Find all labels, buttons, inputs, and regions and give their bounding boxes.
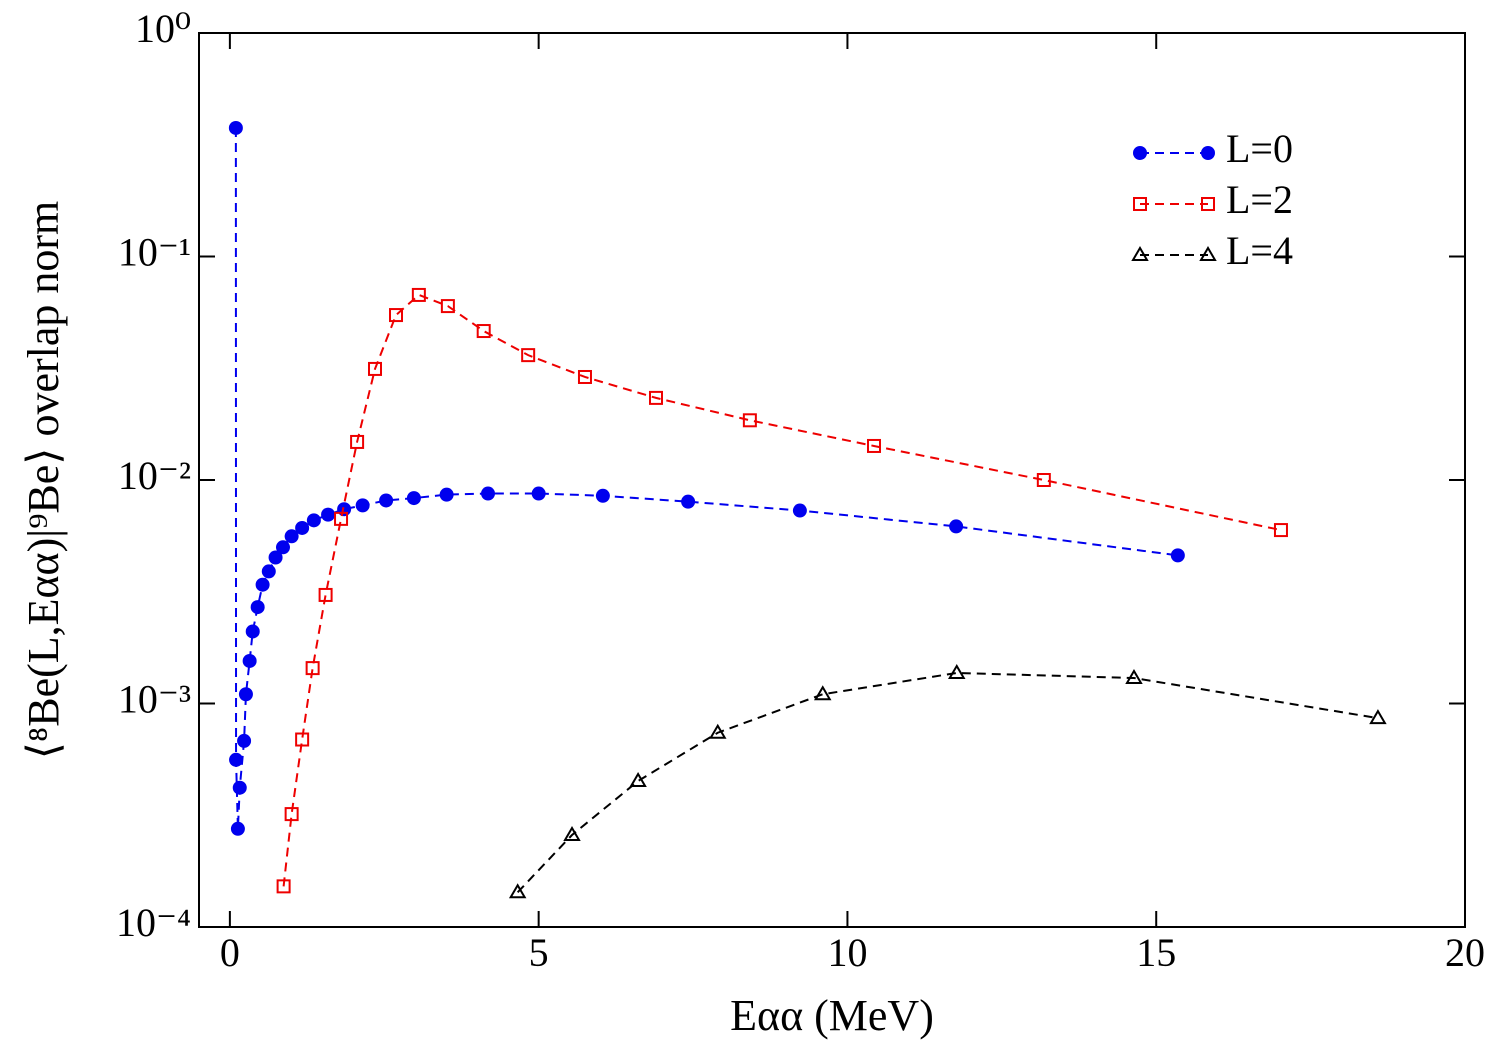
data-point [237, 733, 252, 748]
legend-marker [1131, 246, 1149, 261]
data-point [813, 685, 832, 701]
data-point [229, 752, 244, 767]
legend-marker [1133, 197, 1147, 211]
data-point [295, 520, 310, 535]
data-point [406, 491, 421, 506]
legend-marker [1133, 146, 1147, 160]
data-point [255, 577, 270, 592]
plot-frame [198, 32, 1466, 928]
data-point [439, 487, 454, 502]
data-point [318, 587, 333, 602]
data-point [250, 600, 265, 615]
data-point [268, 550, 283, 565]
data-point [321, 507, 336, 522]
data-point [350, 434, 365, 449]
data-point [261, 564, 276, 579]
x-tick-label: 0 [220, 930, 240, 975]
x-tick-label: 10 [827, 930, 867, 975]
data-point [368, 361, 383, 376]
series-line [516, 671, 1379, 893]
data-point [531, 486, 546, 501]
x-tick-label: 15 [1136, 930, 1176, 975]
data-point [295, 732, 310, 747]
y-tick-label: 10⁻³ [118, 677, 191, 722]
data-point [276, 879, 291, 894]
data-point [476, 324, 491, 339]
legend-marker [1201, 197, 1215, 211]
data-point [949, 519, 964, 534]
data-point [275, 540, 290, 555]
data-point [1036, 473, 1051, 487]
legend-label: L=4 [1226, 228, 1293, 273]
data-point [228, 120, 243, 135]
data-point [238, 687, 253, 702]
data-point [595, 488, 610, 503]
data-point [563, 826, 581, 842]
data-point [866, 438, 881, 453]
y-tick-label: 10⁻² [118, 453, 191, 498]
x-tick-label: 20 [1445, 930, 1485, 975]
series-line [234, 127, 1178, 829]
data-point [1273, 523, 1288, 538]
data-point [334, 511, 349, 526]
data-point [379, 493, 394, 508]
x-axis-label: Eαα (MeV) [730, 991, 934, 1040]
data-point [481, 486, 496, 501]
data-point [577, 369, 592, 384]
data-point [284, 529, 299, 544]
data-point [232, 780, 247, 795]
data-point [306, 513, 321, 528]
legend-label: L=0 [1226, 126, 1293, 171]
data-point [742, 413, 757, 428]
data-point [1369, 709, 1387, 725]
y-tick-label: 10⁻¹ [118, 230, 191, 275]
y-axis-label: ⟨⁸Be(L,Eαα)|⁹Be⟩ overlap norm [19, 201, 68, 760]
legend-marker [1199, 246, 1217, 261]
series-line [282, 293, 1282, 887]
data-point [629, 772, 647, 788]
data-point [440, 299, 455, 314]
y-tick-label: 10⁻⁴ [116, 900, 191, 945]
data-point [230, 821, 245, 836]
data-point [681, 494, 696, 509]
legend-marker [1201, 146, 1215, 160]
data-point [305, 661, 320, 676]
data-point [355, 498, 370, 513]
data-point [411, 287, 426, 302]
data-point [648, 390, 663, 405]
data-point [389, 308, 404, 323]
data-point [337, 502, 352, 517]
y-tick-label: 10⁰ [135, 6, 191, 51]
data-point [242, 653, 257, 668]
data-point [284, 807, 299, 822]
data-point [508, 883, 527, 899]
data-point [245, 624, 260, 639]
x-tick-label: 5 [529, 930, 549, 975]
data-point [948, 663, 966, 679]
data-point [792, 503, 807, 518]
plot-area [228, 120, 1387, 899]
legend-label: L=2 [1226, 177, 1293, 222]
data-point [521, 348, 536, 363]
data-point [709, 723, 727, 739]
data-point [1170, 548, 1185, 563]
data-point [1125, 669, 1143, 685]
